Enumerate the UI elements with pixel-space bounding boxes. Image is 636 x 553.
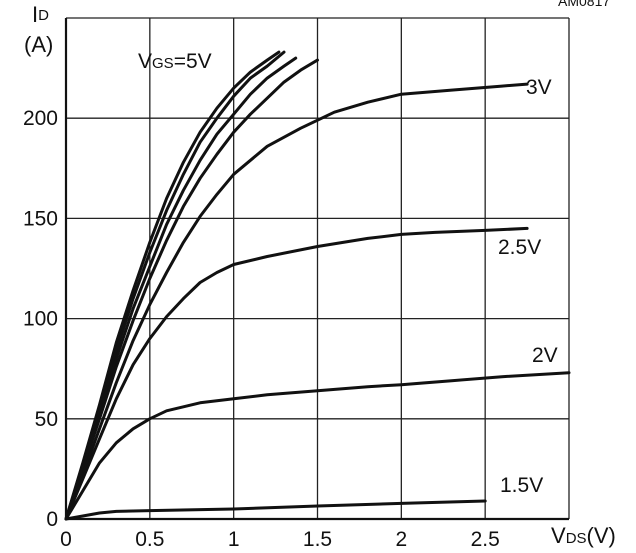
axes [64, 18, 569, 521]
y-tick-label: 200 [23, 107, 58, 130]
series-line-1 [64, 50, 281, 521]
x-tick-label: 1 [228, 528, 240, 551]
curve-label-1-5v: 1.5V [500, 474, 543, 497]
series-line-7 [64, 371, 571, 521]
x-tick-label: 0 [60, 528, 72, 551]
curves [64, 50, 571, 521]
corner-code: AM0817 [558, 0, 610, 9]
curve-label-2v: 2V [532, 344, 558, 367]
x-axis-label: VDS(V) [551, 523, 616, 548]
curve-label-3v: 3V [526, 76, 552, 99]
y-tick-label: 50 [35, 408, 58, 431]
x-tick-label: 2.5 [471, 528, 500, 551]
y-axis-unit: (A) [24, 32, 53, 57]
vgs-5v-label: VGS=5V [138, 50, 212, 73]
x-tick-label: 1.5 [303, 528, 332, 551]
y-tick-label: 0 [46, 508, 58, 531]
curve-label-2-5v: 2.5V [498, 236, 541, 259]
series-line-5 [64, 82, 529, 521]
x-tick-label: 0.5 [135, 528, 164, 551]
series-line-6 [64, 226, 529, 521]
series-line-3 [64, 56, 298, 521]
series-line-4 [64, 58, 319, 521]
series-line-2 [64, 50, 286, 521]
y-tick-label: 100 [23, 308, 58, 331]
series-line-8 [64, 499, 487, 521]
y-axis-label: ID [32, 2, 49, 27]
x-tick-label: 2 [395, 528, 407, 551]
y-tick-label: 150 [23, 207, 58, 230]
tick-labels: 0 0.5 1 1.5 2 2.5 0 50 100 150 200 [23, 107, 500, 551]
